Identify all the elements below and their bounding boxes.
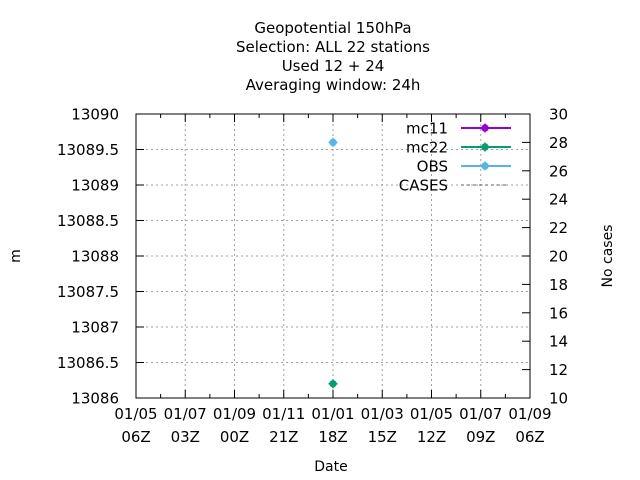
legend-label: mc22	[406, 139, 448, 157]
y-axis-label: m	[8, 249, 24, 263]
title-line: Geopotential 150hPa	[254, 19, 411, 37]
x-tick-label-date: 01/07	[164, 405, 207, 423]
x-axis-label: Date	[314, 459, 347, 475]
x-tick-label-date: 01/09	[508, 405, 551, 423]
y2-tick-label: 20	[549, 248, 568, 266]
legend-marker	[480, 161, 490, 171]
legend-marker	[480, 123, 490, 133]
x-tick-label-date: 01/09	[213, 405, 256, 423]
y-tick-label: 13087	[71, 319, 119, 337]
legend-label: OBS	[417, 158, 448, 176]
x-tick-label-date: 01/05	[114, 405, 157, 423]
y2-tick-label: 18	[549, 276, 568, 294]
axes: 13090 13089.5 13089 13088.5 13088 13087.5 1308…	[57, 106, 568, 447]
x-tick-label-hour: 09Z	[466, 428, 495, 446]
legend-label: CASES	[399, 177, 448, 195]
data-points	[328, 137, 338, 389]
y2-tick-label: 22	[549, 219, 568, 237]
x-tick-label-hour: 06Z	[515, 428, 544, 446]
legend-marker	[480, 142, 490, 152]
title-line: Averaging window: 24h	[246, 76, 421, 94]
x-tick-label-hour: 06Z	[121, 428, 150, 446]
x-tick-label-hour: 15Z	[368, 428, 397, 446]
x-tick-label-date: 01/01	[311, 405, 354, 423]
y2-tick-label: 16	[549, 304, 568, 322]
x-tick-label-date: 01/05	[410, 405, 453, 423]
y-tick-label: 13089	[71, 177, 119, 195]
y2-tick-label: 24	[549, 191, 568, 209]
y2-tick-label: 28	[549, 134, 568, 152]
point-obs	[328, 137, 338, 147]
y2-tick-label: 12	[549, 361, 568, 379]
y-tick-label: 13089.5	[57, 141, 119, 159]
y2-tick-label: 30	[549, 106, 568, 124]
y2-axis-label: No cases	[600, 225, 616, 288]
y-tick-label: 13088.5	[57, 212, 119, 230]
x-tick-label-hour: 21Z	[269, 428, 298, 446]
legend-label: mc11	[406, 120, 448, 138]
x-tick-label-hour: 00Z	[220, 428, 249, 446]
x-tick-label-date: 01/07	[459, 405, 502, 423]
y2-tick-label: 26	[549, 162, 568, 180]
x-tick-label-date: 01/03	[361, 405, 404, 423]
x-tick-label-hour: 18Z	[318, 428, 347, 446]
title-line: Selection: ALL 22 stations	[236, 38, 430, 56]
title-line: Used 12 + 24	[282, 57, 385, 75]
point-mc22	[328, 379, 338, 389]
y2-tick-label: 10	[549, 390, 568, 408]
y-tick-label: 13086	[71, 390, 119, 408]
y-tick-label: 13086.5	[57, 354, 119, 372]
y-tick-label: 13087.5	[57, 283, 119, 301]
plot-grid	[136, 114, 530, 398]
x-tick-label-date: 01/11	[262, 405, 305, 423]
y-tick-label: 13088	[71, 248, 119, 266]
x-tick-label-hour: 03Z	[171, 428, 200, 446]
y-tick-label: 13090	[71, 106, 119, 124]
y2-tick-label: 14	[549, 333, 568, 351]
x-tick-label-hour: 12Z	[417, 428, 446, 446]
